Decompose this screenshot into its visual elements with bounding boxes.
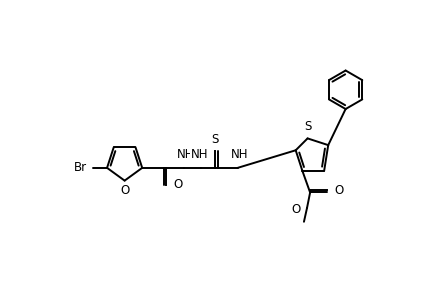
Text: NH: NH: [177, 148, 194, 161]
Text: S: S: [304, 120, 311, 133]
Text: Br: Br: [74, 161, 87, 174]
Text: NH: NH: [190, 148, 208, 161]
Text: O: O: [173, 178, 182, 191]
Text: NH: NH: [231, 148, 248, 161]
Text: O: O: [292, 203, 301, 216]
Text: O: O: [334, 184, 343, 197]
Text: S: S: [211, 133, 218, 146]
Text: O: O: [120, 184, 129, 197]
